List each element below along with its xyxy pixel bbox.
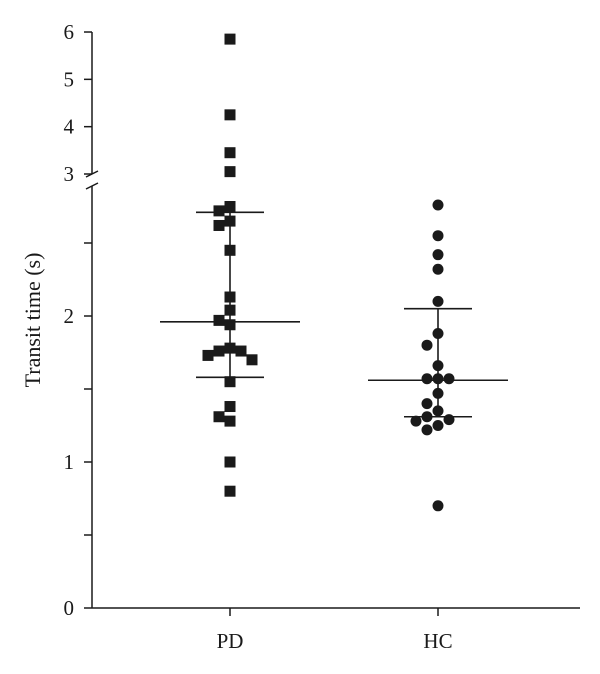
- hc-point: [432, 199, 444, 211]
- hc-point: [421, 411, 433, 423]
- x-tick-label-pd: PD: [217, 629, 244, 653]
- hc-point: [432, 387, 444, 399]
- axis-break-mark-lower: [85, 182, 99, 190]
- pd-point: [224, 244, 236, 256]
- y-tick-label-5: 5: [64, 67, 75, 91]
- y-tick-label-4: 4: [64, 115, 75, 139]
- pd-point: [224, 342, 236, 354]
- pd-point: [224, 291, 236, 303]
- pd-point: [224, 319, 236, 331]
- hc-point: [432, 249, 444, 261]
- y-tick-label-6: 6: [64, 20, 75, 44]
- pd-point: [213, 314, 225, 326]
- pd-point: [202, 349, 214, 361]
- pd-point: [224, 33, 236, 45]
- pd-point: [224, 456, 236, 468]
- x-ticks: PD HC: [217, 608, 453, 653]
- hc-point: [432, 328, 444, 340]
- x-tick-label-hc: HC: [423, 629, 452, 653]
- pd-point: [213, 219, 225, 231]
- hc-point: [432, 420, 444, 431]
- pd-point: [235, 345, 247, 357]
- hc-point: [443, 414, 455, 426]
- pd-point: [224, 166, 236, 178]
- hc-point: [432, 230, 444, 242]
- y-axis-label: Transit time (s): [20, 253, 45, 388]
- hc-point: [432, 405, 444, 417]
- hc-point: [432, 373, 444, 385]
- y-tick-label-1: 1: [64, 450, 75, 474]
- pd-point: [213, 411, 225, 423]
- pd-point: [224, 401, 236, 413]
- pd-point: [224, 304, 236, 316]
- hc-point: [421, 373, 433, 385]
- summary-statistics: [160, 211, 508, 418]
- hc-point: [421, 339, 433, 351]
- pd-point: [213, 345, 225, 357]
- y-tick-label-3: 3: [64, 162, 75, 186]
- hc-point: [432, 295, 444, 307]
- axes: [85, 32, 580, 609]
- pd-point: [224, 485, 236, 497]
- pd-point: [224, 415, 236, 427]
- pd-point: [246, 354, 258, 366]
- hc-point: [410, 415, 422, 427]
- pd-point: [224, 147, 236, 159]
- hc-point: [421, 398, 433, 410]
- y-ticks: 0 1 2 3 4 5 6: [64, 20, 92, 620]
- hc-point: [432, 360, 444, 372]
- hc-point: [432, 500, 444, 512]
- y-tick-label-0: 0: [64, 596, 75, 620]
- pd-point: [224, 376, 236, 388]
- hc-point: [443, 373, 455, 385]
- pd-point: [224, 201, 236, 212]
- data-points: [202, 33, 455, 512]
- pd-point: [224, 215, 236, 227]
- hc-point: [432, 263, 444, 275]
- pd-point: [224, 109, 236, 121]
- hc-point: [421, 424, 433, 436]
- y-tick-label-2: 2: [64, 304, 75, 328]
- pd-point: [213, 205, 225, 217]
